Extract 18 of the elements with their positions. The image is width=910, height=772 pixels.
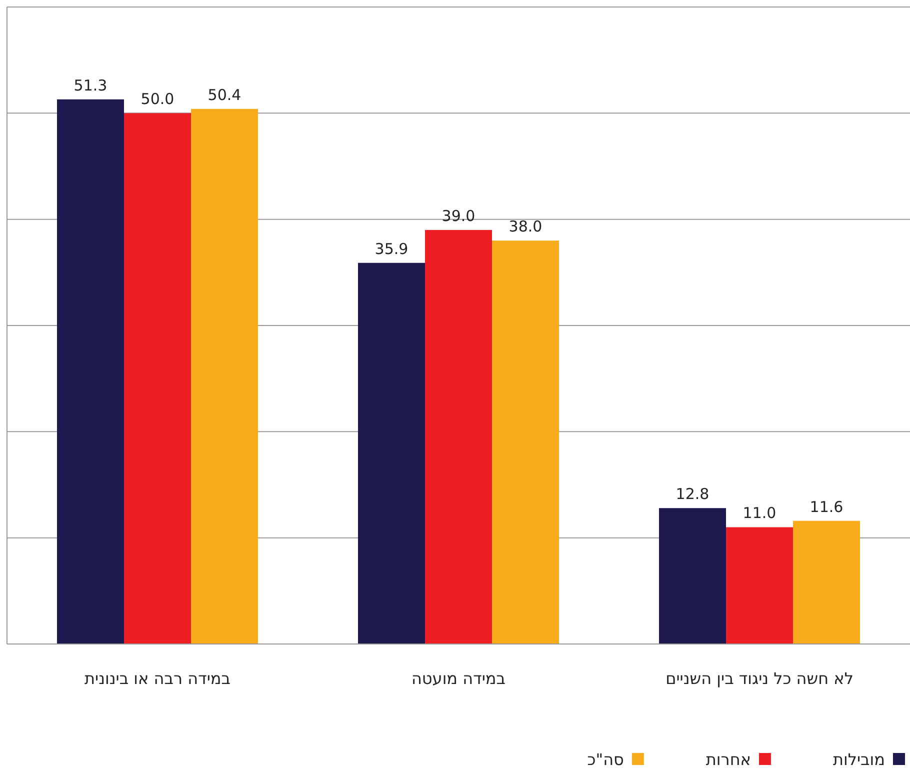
- data-label: 11.6: [810, 498, 844, 516]
- data-label: 11.0: [742, 504, 776, 522]
- legend-label: סה"כ: [587, 750, 624, 769]
- data-label: 38.0: [508, 218, 542, 236]
- legend-אחרות: אחרות: [706, 750, 771, 769]
- x-tick-label: במידה רבה או בינונית: [84, 669, 231, 688]
- x-tick-label: במידה מועטה: [411, 669, 506, 688]
- data-label: 50.4: [208, 86, 242, 104]
- legend-סה"כ: סה"כ: [587, 750, 644, 769]
- x-tick-label: לא חשה כל ניגוד בין השניים: [666, 669, 854, 688]
- legend-מובילות: מובילות: [832, 750, 905, 769]
- data-label: 51.3: [74, 76, 108, 94]
- data-label: 39.0: [442, 206, 476, 225]
- legend-label: מובילות: [832, 750, 885, 769]
- data-label: 35.9: [374, 240, 408, 258]
- legend-label: אחרות: [706, 750, 751, 769]
- data-label: 50.0: [140, 90, 174, 108]
- data-label: 12.8: [676, 485, 710, 504]
